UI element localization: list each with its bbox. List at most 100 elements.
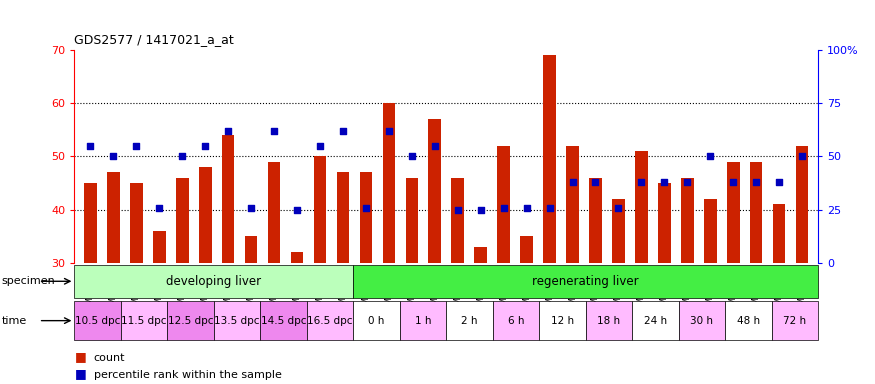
Bar	[679, 301, 725, 340]
Point	[267, 128, 281, 134]
Point	[221, 128, 235, 134]
Text: regenerating liver: regenerating liver	[532, 275, 639, 288]
Point	[749, 179, 763, 185]
Bar	[222, 135, 234, 263]
Point	[704, 154, 717, 160]
Point	[680, 179, 694, 185]
Text: percentile rank within the sample: percentile rank within the sample	[94, 370, 282, 380]
Text: 13.5 dpc: 13.5 dpc	[214, 316, 260, 326]
Point	[313, 143, 327, 149]
Bar	[539, 301, 585, 340]
Bar	[74, 301, 121, 340]
Text: 10.5 dpc: 10.5 dpc	[75, 316, 120, 326]
Point	[290, 207, 304, 213]
Bar	[167, 301, 214, 340]
Text: ■: ■	[74, 350, 86, 363]
Text: 2 h: 2 h	[461, 316, 478, 326]
Text: specimen: specimen	[2, 276, 55, 286]
Bar	[521, 237, 533, 263]
Point	[244, 205, 258, 211]
Text: 11.5 dpc: 11.5 dpc	[122, 316, 167, 326]
Point	[520, 205, 534, 211]
Text: ■: ■	[74, 367, 86, 380]
Bar	[612, 199, 625, 263]
Text: GDS2577 / 1417021_a_at: GDS2577 / 1417021_a_at	[74, 33, 234, 46]
Text: 12 h: 12 h	[551, 316, 574, 326]
Bar	[199, 167, 212, 263]
Point	[565, 179, 579, 185]
Text: 14.5 dpc: 14.5 dpc	[261, 316, 306, 326]
Bar	[84, 183, 97, 263]
Bar	[635, 151, 648, 263]
Point	[657, 179, 671, 185]
Point	[497, 205, 511, 211]
Bar	[429, 119, 441, 263]
Text: time: time	[2, 316, 27, 326]
Bar	[290, 252, 304, 263]
Bar	[268, 162, 280, 263]
Point	[795, 154, 809, 160]
Point	[612, 205, 626, 211]
Bar	[107, 172, 120, 263]
Bar	[493, 301, 539, 340]
Point	[359, 205, 373, 211]
Point	[107, 154, 121, 160]
Bar	[681, 178, 694, 263]
Text: 12.5 dpc: 12.5 dpc	[168, 316, 214, 326]
Point	[589, 179, 603, 185]
Point	[382, 128, 396, 134]
Bar	[153, 231, 165, 263]
Bar	[452, 178, 464, 263]
Point	[199, 143, 213, 149]
Bar	[130, 183, 143, 263]
Text: 24 h: 24 h	[644, 316, 667, 326]
Text: count: count	[94, 353, 125, 363]
Text: 0 h: 0 h	[368, 316, 385, 326]
Bar	[245, 237, 257, 263]
Bar	[566, 146, 579, 263]
Point	[726, 179, 740, 185]
Bar	[214, 301, 261, 340]
Point	[542, 205, 556, 211]
Bar	[360, 172, 372, 263]
Bar	[313, 157, 326, 263]
Bar	[354, 265, 818, 298]
Point	[405, 154, 419, 160]
Bar	[704, 199, 717, 263]
Bar	[772, 301, 818, 340]
Point	[772, 179, 786, 185]
Bar	[307, 301, 354, 340]
Point	[634, 179, 648, 185]
Bar	[121, 301, 167, 340]
Bar	[354, 301, 400, 340]
Bar	[727, 162, 739, 263]
Bar	[725, 301, 772, 340]
Text: 72 h: 72 h	[783, 316, 807, 326]
Bar	[773, 204, 786, 263]
Bar	[589, 178, 602, 263]
Bar	[337, 172, 349, 263]
Text: 18 h: 18 h	[598, 316, 620, 326]
Point	[130, 143, 144, 149]
Bar	[474, 247, 487, 263]
Bar	[497, 146, 510, 263]
Point	[152, 205, 166, 211]
Text: 48 h: 48 h	[737, 316, 760, 326]
Point	[451, 207, 465, 213]
Point	[473, 207, 487, 213]
Bar	[658, 183, 670, 263]
Text: 30 h: 30 h	[690, 316, 713, 326]
Bar	[382, 103, 396, 263]
Bar	[405, 178, 418, 263]
Bar	[585, 301, 632, 340]
Bar	[74, 265, 354, 298]
Bar	[632, 301, 679, 340]
Text: developing liver: developing liver	[166, 275, 262, 288]
Bar	[261, 301, 307, 340]
Text: 16.5 dpc: 16.5 dpc	[307, 316, 353, 326]
Point	[175, 154, 189, 160]
Bar	[795, 146, 808, 263]
Bar	[543, 55, 556, 263]
Point	[428, 143, 442, 149]
Text: 6 h: 6 h	[507, 316, 524, 326]
